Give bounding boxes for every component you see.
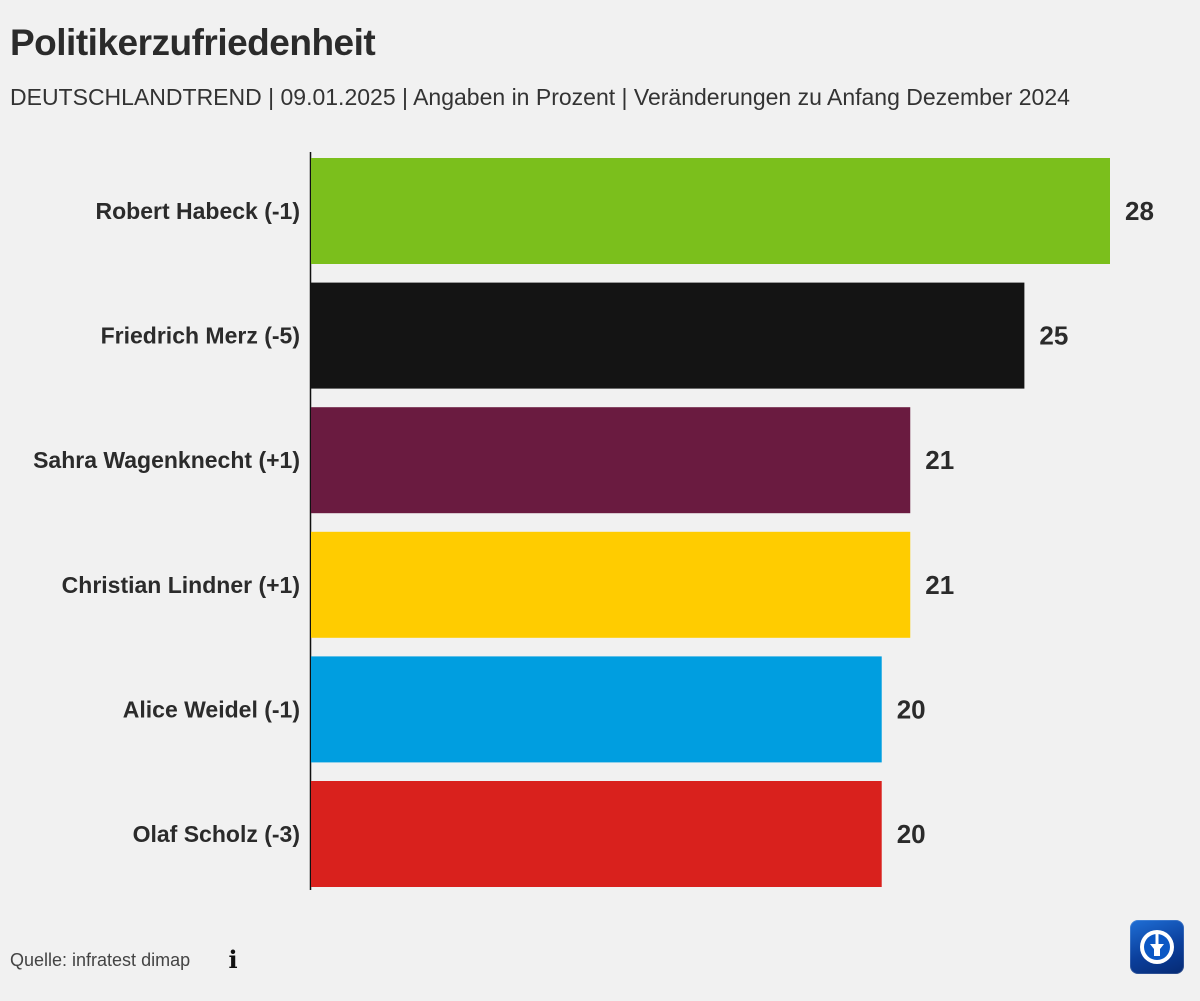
chart-title: Politikerzufriedenheit xyxy=(10,22,376,63)
bar xyxy=(311,407,911,514)
logo-globe-graphic xyxy=(1140,930,1174,964)
category-label: Robert Habeck (-1) xyxy=(96,198,300,224)
bar xyxy=(311,781,882,887)
value-label: 20 xyxy=(897,694,926,724)
bar xyxy=(311,656,882,763)
value-label: 28 xyxy=(1125,196,1154,226)
bars-group: Robert Habeck (-1) 28 Friedrich Merz (-5) 2… xyxy=(33,158,1154,887)
tagesschau-logo-icon xyxy=(1130,920,1184,974)
value-label: 21 xyxy=(925,445,954,475)
value-label: 25 xyxy=(1039,321,1068,351)
category-label: Alice Weidel (-1) xyxy=(123,696,300,722)
bar xyxy=(311,158,1110,264)
info-icon[interactable]: i xyxy=(228,945,238,974)
chart-subtitle: DEUTSCHLANDTREND | 09.01.2025 | Angaben … xyxy=(10,84,1070,110)
category-label: Friedrich Merz (-5) xyxy=(101,323,300,349)
category-label: Olaf Scholz (-3) xyxy=(133,821,300,847)
value-label: 20 xyxy=(897,819,926,849)
bar xyxy=(311,531,911,638)
bar xyxy=(311,282,1025,389)
value-label: 21 xyxy=(925,570,954,600)
category-label: Christian Lindner (+1) xyxy=(62,572,300,598)
source-text: Quelle: infratest dimap xyxy=(10,950,191,970)
category-label: Sahra Wagenknecht (+1) xyxy=(33,447,300,473)
